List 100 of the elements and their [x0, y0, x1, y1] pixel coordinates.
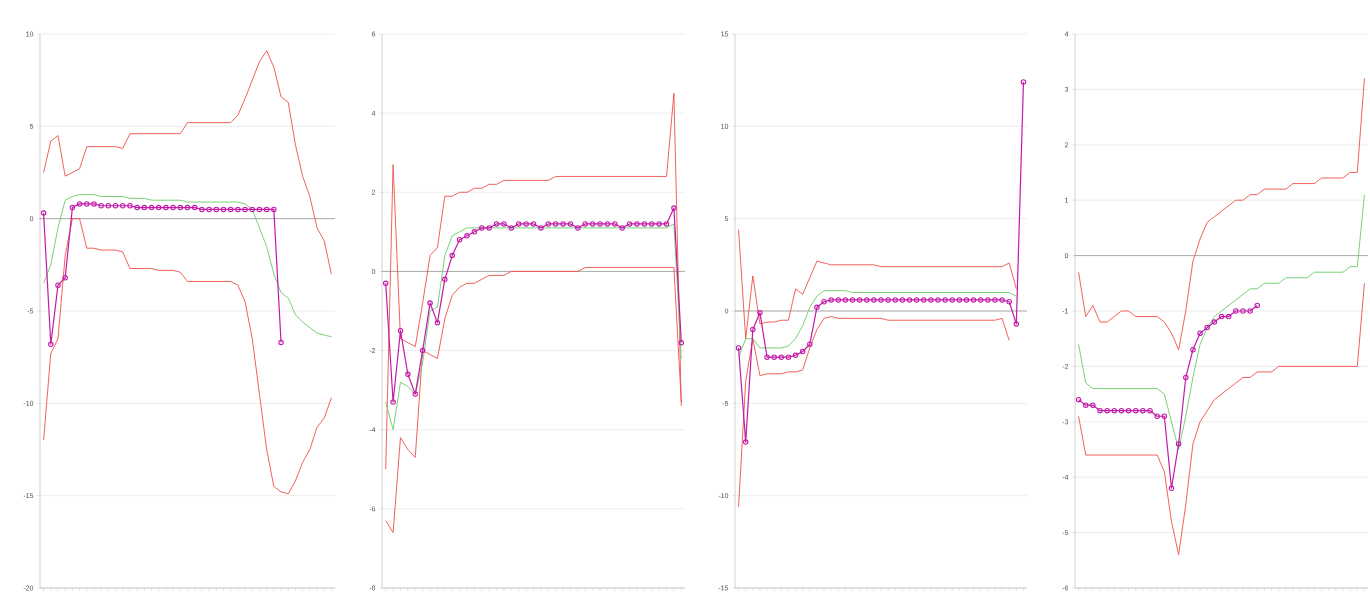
point [256, 206, 263, 213]
point [942, 297, 948, 303]
point [1197, 330, 1203, 336]
point [842, 297, 849, 303]
point [206, 206, 212, 213]
point [479, 225, 485, 231]
point [856, 297, 863, 303]
point [48, 341, 54, 348]
point [397, 328, 404, 334]
point [235, 206, 241, 213]
point [1233, 308, 1239, 314]
point [390, 399, 396, 405]
point [619, 225, 625, 231]
point [486, 225, 492, 231]
point [1140, 408, 1146, 414]
point [1190, 347, 1196, 353]
point [213, 206, 220, 213]
point [963, 297, 970, 303]
point [913, 297, 920, 303]
point [412, 391, 419, 397]
point [935, 297, 941, 303]
point [155, 204, 162, 211]
point [634, 221, 640, 227]
point [1133, 408, 1139, 414]
point [821, 299, 827, 305]
point [828, 297, 834, 303]
point [249, 206, 256, 213]
point [493, 221, 500, 227]
point [885, 297, 891, 303]
point [1082, 402, 1089, 408]
point [471, 229, 478, 235]
point [442, 276, 448, 283]
point [663, 221, 670, 227]
point [871, 297, 877, 303]
point [560, 221, 566, 227]
point [427, 300, 433, 306]
point [814, 304, 820, 311]
point [464, 233, 470, 239]
point [449, 252, 455, 259]
point [750, 326, 756, 333]
point [112, 203, 119, 209]
point [956, 297, 963, 303]
point [184, 204, 191, 211]
point [148, 204, 155, 211]
point [575, 225, 581, 231]
point [1247, 308, 1253, 314]
point [1147, 408, 1153, 414]
point [1204, 324, 1210, 331]
point [742, 439, 749, 445]
point [1104, 408, 1110, 414]
point [864, 297, 870, 303]
point [799, 348, 806, 355]
point [69, 204, 76, 211]
point [1154, 413, 1160, 420]
point [649, 221, 655, 227]
point [1161, 413, 1168, 420]
point [1168, 485, 1175, 492]
point [163, 204, 169, 211]
point [501, 221, 507, 227]
point [191, 204, 198, 211]
point [757, 310, 763, 316]
point [1211, 319, 1218, 325]
point [76, 201, 83, 207]
point [807, 341, 813, 348]
point [1006, 299, 1012, 305]
point [604, 221, 611, 227]
point [141, 204, 148, 211]
point [849, 297, 856, 303]
point [263, 206, 270, 213]
point [785, 354, 792, 360]
point [899, 297, 906, 303]
point [456, 237, 463, 243]
point [582, 221, 588, 227]
point [589, 221, 596, 227]
point [434, 320, 441, 326]
point [120, 203, 126, 209]
point [98, 203, 104, 209]
point [508, 225, 515, 231]
point [792, 352, 799, 359]
point [545, 221, 552, 227]
point [1125, 408, 1132, 414]
point [84, 201, 90, 207]
point [671, 205, 677, 211]
point [62, 275, 68, 281]
point [764, 354, 770, 360]
point [405, 371, 411, 378]
point [892, 297, 898, 303]
point [999, 297, 1005, 303]
point [220, 206, 227, 213]
point [91, 201, 97, 207]
point [985, 297, 991, 303]
point [105, 203, 112, 209]
point [597, 221, 603, 227]
point [656, 221, 662, 227]
point [771, 354, 777, 360]
point [1225, 313, 1232, 320]
point [612, 221, 618, 227]
point [523, 221, 529, 227]
point [55, 282, 61, 288]
point [1097, 408, 1103, 414]
